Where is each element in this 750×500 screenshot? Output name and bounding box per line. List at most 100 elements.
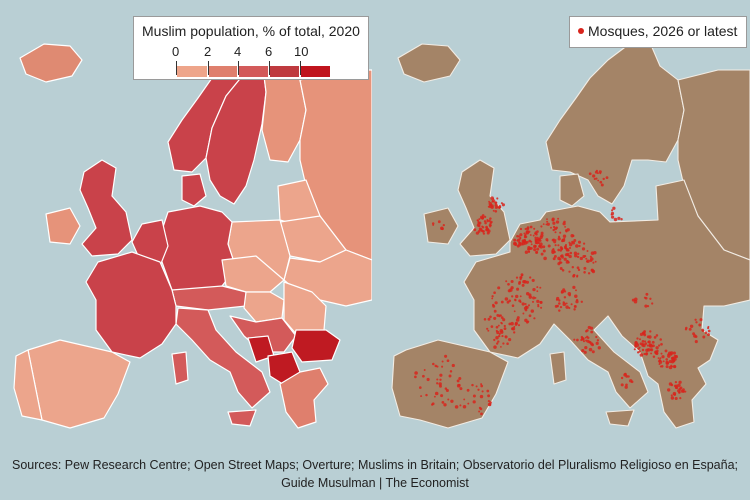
mosques-legend: Mosques, 2026 or latest	[569, 16, 747, 48]
tick-label: 10	[294, 44, 309, 59]
mosque-dot	[558, 309, 561, 312]
mosque-dot	[496, 342, 499, 345]
land-sicily	[605, 409, 635, 427]
mosque-dot	[584, 345, 588, 350]
tick-line	[176, 61, 177, 75]
mosque-dot	[572, 234, 575, 238]
mosque-dot	[574, 254, 578, 258]
mosque-dot	[536, 290, 539, 293]
mosque-dot	[565, 305, 569, 309]
mosque-dot	[533, 317, 536, 320]
mosque-dot	[478, 410, 481, 413]
mosque-dot	[649, 348, 654, 352]
mosque-dot	[620, 376, 624, 380]
mosque-dot	[646, 335, 650, 339]
mosque-dot	[657, 357, 660, 359]
mosque-dot	[431, 222, 435, 225]
mosque-dot	[425, 393, 428, 397]
mosque-dot	[483, 215, 487, 219]
mosque-dot	[612, 206, 616, 210]
mosque-dot	[521, 302, 525, 306]
mosque-dot	[552, 238, 556, 241]
swatch-0-2	[177, 66, 207, 77]
country-iceland	[19, 43, 83, 83]
mosque-dot	[540, 231, 544, 235]
mosque-dot	[638, 346, 641, 349]
mosque-dot	[643, 352, 646, 356]
mosque-dot	[441, 365, 444, 368]
mosque-dot	[524, 318, 528, 323]
mosque-dot	[480, 383, 483, 386]
mosque-dot	[558, 261, 562, 264]
mosque-dot	[495, 325, 499, 329]
mosque-dot	[481, 214, 485, 217]
mosque-dot	[644, 340, 647, 343]
mosque-dot	[536, 286, 539, 289]
mosque-dot	[472, 394, 476, 398]
mosque-dot	[439, 384, 442, 388]
mosque-dot	[592, 174, 596, 178]
mosque-dot	[564, 229, 568, 232]
mosque-dot	[431, 402, 435, 406]
mosque-dot	[511, 295, 514, 298]
mosque-dot	[582, 340, 586, 343]
country-spain	[27, 339, 131, 429]
mosque-dot	[441, 227, 444, 231]
mosque-dot	[568, 246, 572, 250]
country-greece	[279, 367, 329, 429]
mosque-dot	[500, 316, 504, 319]
mosque-dot	[554, 231, 557, 234]
mosque-dot	[576, 275, 579, 278]
mosque-dot	[675, 386, 679, 390]
mosque-dot	[630, 380, 634, 384]
mosque-dot	[625, 383, 628, 387]
mosque-dot	[533, 248, 537, 252]
mosque-dot	[459, 387, 463, 391]
mosque-dot	[610, 215, 615, 219]
mosque-dot	[651, 340, 655, 344]
mosque-dot	[442, 223, 445, 227]
mosque-dot	[704, 331, 708, 335]
mosque-dot	[546, 220, 549, 223]
left-europe-map	[13, 37, 372, 429]
mosque-dot	[552, 221, 556, 225]
mosque-dot	[532, 234, 535, 237]
mosque-dot	[674, 396, 678, 401]
country-croatia-serbia	[229, 315, 297, 353]
mosque-dot	[511, 304, 515, 307]
mosque-dot	[454, 405, 459, 409]
mosque-dot	[689, 324, 694, 329]
mosque-dot	[445, 388, 449, 393]
mosque-dot	[553, 254, 557, 258]
tick-label: 4	[234, 44, 242, 59]
mosque-dot	[584, 336, 587, 339]
mosque-dot	[569, 251, 573, 255]
mosque-dot	[537, 303, 540, 306]
mosque-dot	[586, 339, 590, 343]
mosque-dot	[596, 172, 599, 175]
mosque-dot	[546, 222, 550, 226]
mosque-dot	[487, 205, 490, 208]
mosque-dot	[636, 337, 639, 340]
mosque-dot	[657, 344, 661, 347]
swatch-4-6	[239, 66, 268, 77]
tick-line	[300, 61, 301, 75]
mosque-dot	[563, 296, 567, 299]
mosque-dot	[575, 244, 579, 248]
mosque-dot	[493, 345, 497, 349]
mosque-dot	[592, 261, 595, 264]
mosque-dot	[529, 234, 532, 236]
mosque-dot	[641, 348, 645, 352]
mosque-dot	[444, 387, 448, 390]
tick-line	[208, 61, 209, 75]
mosque-dot	[480, 412, 483, 416]
mosque-dot	[546, 218, 548, 221]
mosque-dot	[627, 375, 630, 378]
mosque-dot	[574, 294, 578, 299]
mosque-dot	[563, 257, 567, 261]
mosque-dot	[554, 244, 557, 247]
mosque-dot	[508, 299, 512, 303]
mosque-dot	[581, 247, 586, 251]
mosque-dot	[434, 391, 439, 396]
mosque-dot	[673, 354, 677, 358]
